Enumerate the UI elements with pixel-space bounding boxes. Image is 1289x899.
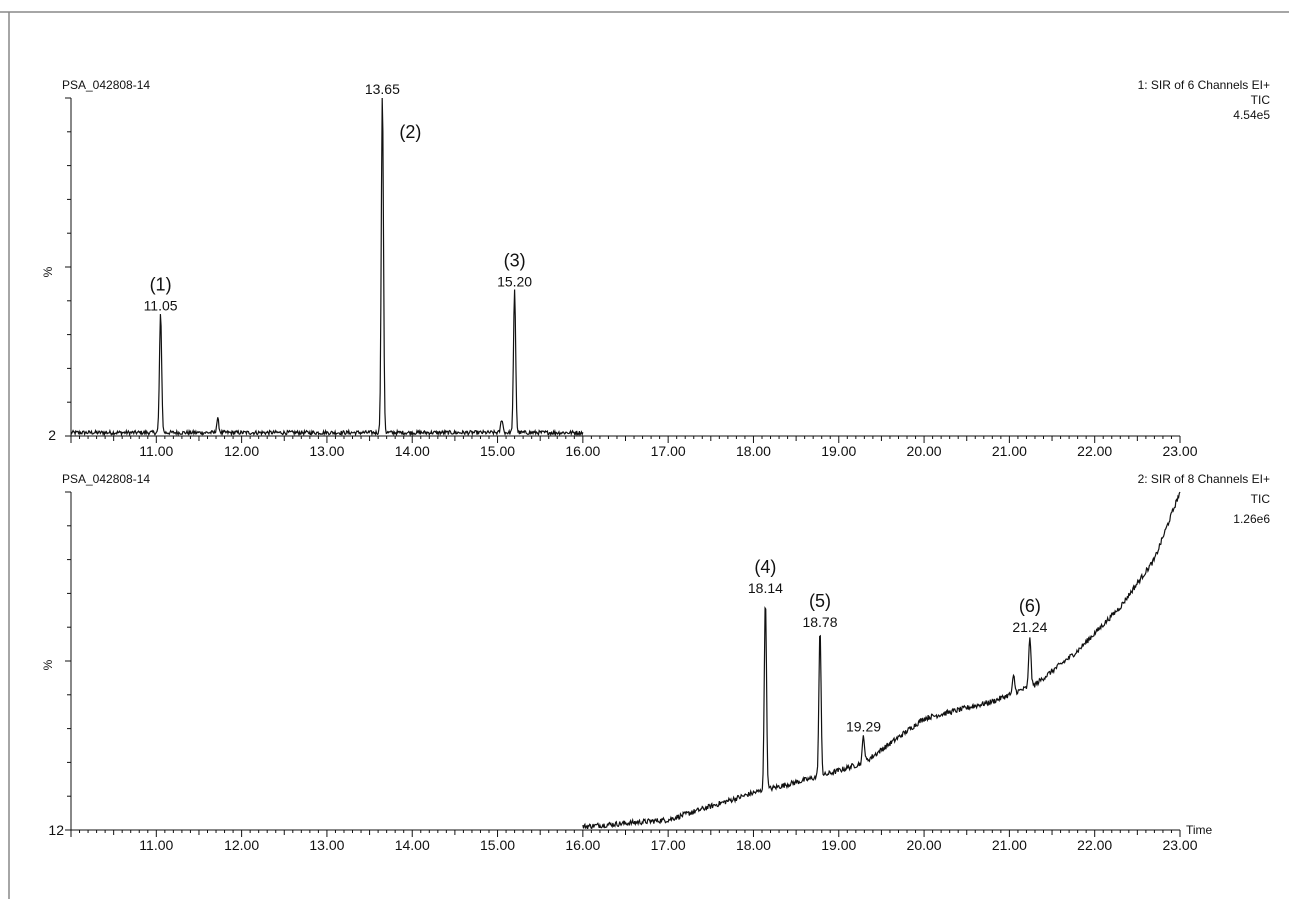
peak-id-label: (4): [754, 557, 776, 577]
x-tick-label: 19.00: [821, 837, 856, 853]
panel1-info-line3: 4.54e5: [1233, 108, 1270, 122]
panel2-sample-id: PSA_042808-14: [62, 472, 150, 486]
x-tick-label: 17.00: [651, 837, 686, 853]
peak-id-label: (3): [504, 251, 526, 271]
x-tick-label: 23.00: [1162, 837, 1197, 853]
x-tick-label: 12.00: [224, 837, 259, 853]
panel1-info-line1: 1: SIR of 6 Channels EI+: [1138, 78, 1270, 92]
x-tick-label: 18.00: [736, 837, 771, 853]
x-tick-label: 22.00: [1077, 443, 1112, 459]
panel2-y-ticks: [65, 491, 71, 831]
x-tick-label: 16.00: [565, 837, 600, 853]
panel2-trace: [582, 491, 1181, 830]
panel2-x-axis-label: Time: [1186, 823, 1213, 837]
panel2-peak-labels: 18.14 (4) 18.78 (5) 19.29 21.24 (6): [748, 557, 1048, 734]
panel1-peak-labels: 11.05 (1) 13.65 (2) 15.20 (3): [144, 81, 533, 313]
peak-time-label: 13.65: [365, 81, 400, 97]
x-tick-label: 11.00: [139, 443, 173, 459]
x-tick-label: 14.00: [395, 837, 430, 853]
x-tick-label: 14.00: [395, 443, 430, 459]
peak-id-label: (5): [809, 591, 831, 611]
peak-time-label: 18.14: [748, 580, 783, 596]
x-tick-label: 20.00: [907, 837, 942, 853]
panel2-info-line1: 2: SIR of 8 Channels EI+: [1138, 472, 1270, 486]
panel1-trace: [70, 97, 584, 438]
panel2-y-axis-label: %: [41, 659, 55, 670]
panel1-y-min-label: 2: [48, 427, 56, 443]
panel1-y-ticks: [65, 97, 71, 437]
chart-panel-1: PSA_042808-14 1: SIR of 6 Channels EI+ T…: [41, 78, 1270, 459]
peak-time-label: 21.24: [1012, 619, 1047, 635]
x-tick-label: 11.00: [139, 837, 173, 853]
peak-id-label: (1): [150, 274, 172, 294]
x-tick-label: 17.00: [651, 443, 686, 459]
panel2-y-min-label: 12: [48, 822, 64, 838]
x-tick-label: 21.00: [992, 443, 1027, 459]
x-tick-label: 15.00: [480, 443, 515, 459]
x-tick-label: 13.00: [309, 837, 344, 853]
peak-time-label: 18.78: [802, 614, 837, 630]
panel1-x-ticks: 11.00 12.00 13.00 14.00 15.00 16.00 17.00 18.00…: [70, 436, 1198, 459]
peak-time-label: 11.05: [144, 297, 178, 313]
panel2-info-line3: 1.26e6: [1233, 512, 1270, 526]
x-tick-label: 12.00: [224, 443, 259, 459]
peak-time-label: 19.29: [846, 719, 881, 735]
x-tick-label: 15.00: [480, 837, 515, 853]
x-tick-label: 22.00: [1077, 837, 1112, 853]
panel1-sample-id: PSA_042808-14: [62, 78, 150, 92]
x-tick-label: 21.00: [992, 837, 1027, 853]
x-tick-label: 23.00: [1162, 443, 1197, 459]
panel1-info-line2: TIC: [1251, 93, 1271, 107]
panel2-x-ticks: 11.00 12.00 13.00 14.00 15.00 16.00 17.00 18.00…: [70, 830, 1198, 853]
panel1-y-axis-label: %: [41, 266, 55, 277]
x-tick-label: 13.00: [309, 443, 344, 459]
x-tick-label: 18.00: [736, 443, 771, 459]
x-tick-label: 16.00: [565, 443, 600, 459]
x-tick-label: 20.00: [907, 443, 942, 459]
panel2-info-line2: TIC: [1251, 492, 1271, 506]
peak-time-label: 15.20: [497, 274, 532, 290]
peak-id-label: (6): [1019, 596, 1041, 616]
chart-panel-2: PSA_042808-14 2: SIR of 8 Channels EI+ T…: [41, 472, 1270, 853]
x-tick-label: 19.00: [821, 443, 856, 459]
peak-id-label: (2): [399, 122, 421, 142]
